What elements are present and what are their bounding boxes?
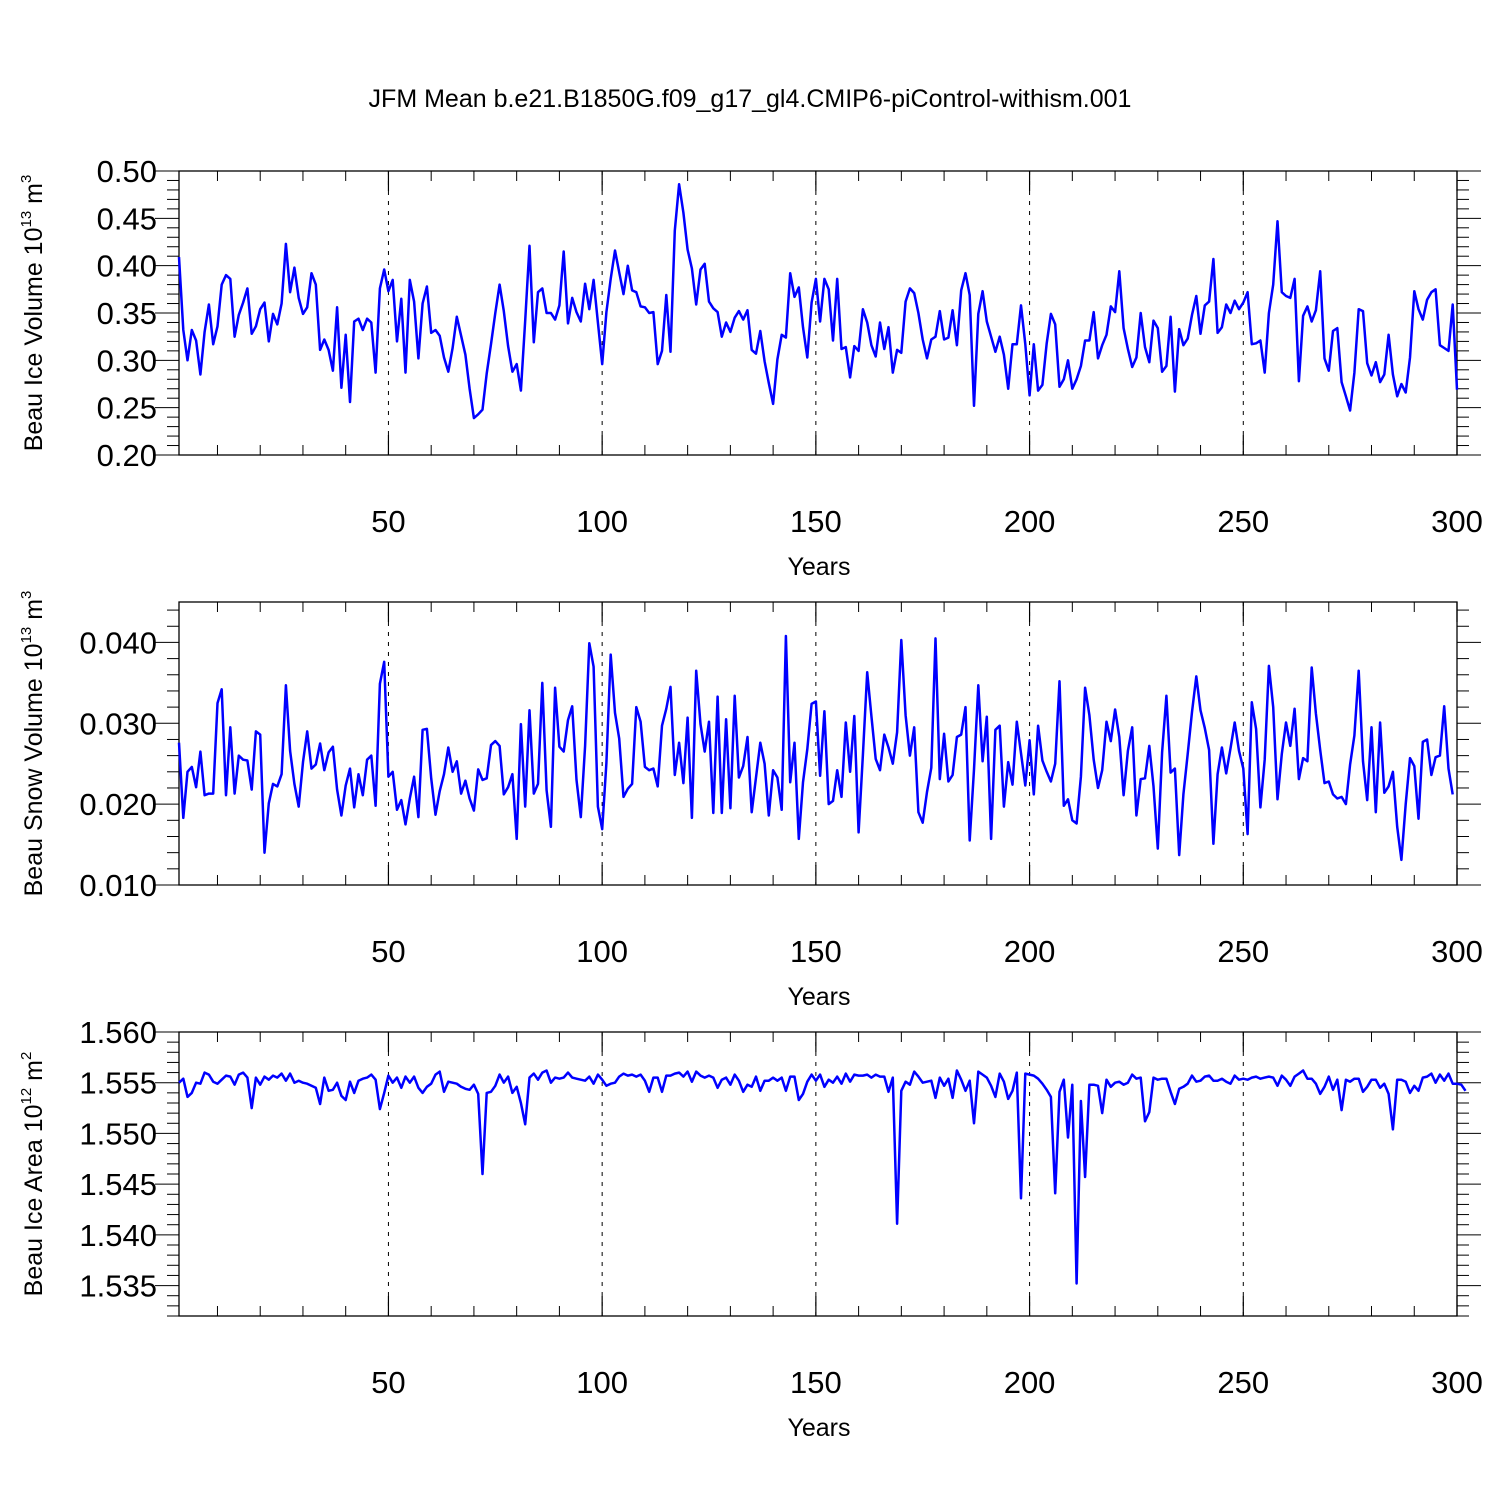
x-axis-title: Years	[787, 1414, 850, 1442]
y-tick-label: 0.30	[97, 343, 157, 378]
y-tick-label: 0.020	[79, 787, 157, 822]
y-tick-label: 0.40	[97, 249, 157, 284]
x-tick-label: 150	[790, 1365, 842, 1400]
x-axis-title: Years	[787, 983, 850, 1011]
x-tick-label: 100	[576, 504, 628, 539]
y-tick-label: 0.35	[97, 296, 157, 331]
x-tick-label: 50	[371, 934, 405, 969]
series-line	[178, 1069, 1467, 1285]
y-tick-label: 0.50	[97, 154, 157, 189]
series-line	[177, 634, 1454, 862]
y-tick-label: 0.040	[79, 625, 157, 660]
x-tick-label: 200	[1004, 504, 1056, 539]
chart-title: JFM Mean b.e21.B1850G.f09_g17_gl4.CMIP6-…	[369, 85, 1132, 113]
x-tick-label: 300	[1431, 934, 1483, 969]
x-tick-label: 200	[1004, 934, 1056, 969]
x-tick-label: 250	[1217, 504, 1269, 539]
plot-frame	[178, 1031, 1458, 1317]
panel-1: 50 100 150 200 250 300 0.20 0.25 0.30 0.35 0.40 0.4…	[18, 154, 1483, 581]
y-tick-label: 1.555	[79, 1066, 157, 1101]
y-axis-title: Beau Ice Volume 1013 m3	[18, 175, 48, 452]
x-tick-label: 150	[790, 934, 842, 969]
x-tick-label: 300	[1431, 1365, 1483, 1400]
x-tick-label: 250	[1217, 1365, 1269, 1400]
x-tick-label: 100	[576, 1365, 628, 1400]
x-tick-label: 300	[1431, 504, 1483, 539]
y-tick-label: 1.540	[79, 1218, 157, 1253]
x-tick-label: 100	[576, 934, 628, 969]
y-tick-label: 0.010	[79, 868, 157, 903]
y-tick-label: 0.45	[97, 201, 157, 236]
series-line	[177, 183, 1459, 420]
y-tick-label: 1.550	[79, 1116, 157, 1151]
x-tick-label: 50	[371, 1365, 405, 1400]
x-tick-label: 200	[1004, 1365, 1056, 1400]
panel-3: 50 100 150 200 250 300 1.535 1.540 1.545 1.550 1.5…	[18, 1015, 1483, 1442]
y-tick-label: 0.030	[79, 706, 157, 741]
y-tick-label: 0.20	[97, 438, 157, 473]
panels: 50 100 150 200 250 300 0.20 0.25 0.30 0.35 0.40 0.4…	[18, 154, 1483, 1442]
y-axis-title: Beau Ice Area 1012 m2	[18, 1052, 48, 1297]
y-tick-label: 1.560	[79, 1015, 157, 1050]
x-tick-label: 250	[1217, 934, 1269, 969]
y-tick-label: 1.545	[79, 1167, 157, 1202]
y-axis-title: Beau Snow Volume 1013 m3	[18, 591, 48, 897]
x-tick-label: 50	[371, 504, 405, 539]
x-axis-title: Years	[787, 553, 850, 581]
panel-2: 50 100 150 200 250 300 0.010 0.020 0.030 0.040 Yea…	[18, 591, 1483, 1011]
plot-frame	[178, 170, 1458, 456]
x-tick-label: 150	[790, 504, 842, 539]
y-tick-label: 1.535	[79, 1269, 157, 1304]
y-tick-label: 0.25	[97, 391, 157, 426]
